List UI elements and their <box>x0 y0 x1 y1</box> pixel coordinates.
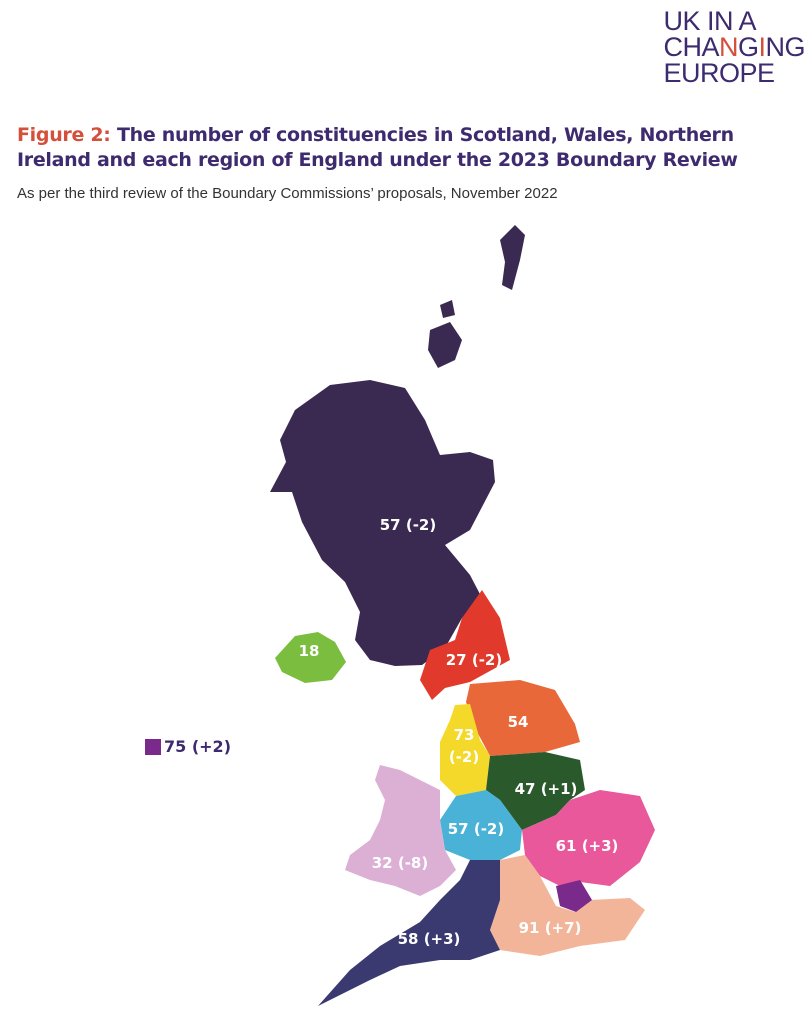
label-east-midlands: 47 (+1) <box>515 780 578 798</box>
region-shape <box>556 880 592 912</box>
logo-line-2: CHANGING <box>663 32 806 62</box>
label-wales: 32 (-8) <box>372 854 428 872</box>
region-shape <box>345 765 456 896</box>
london-legend-label: 75 (+2) <box>164 737 231 756</box>
label-north-east: 27 (-2) <box>446 651 502 669</box>
logo-text: N <box>718 32 739 62</box>
region-east-midlands <box>486 752 585 830</box>
region-london <box>556 880 592 912</box>
region-shape <box>420 590 510 700</box>
region-north-west <box>440 704 490 796</box>
logo-text: CHA <box>663 32 719 62</box>
label-north-west: 73 <box>454 726 475 744</box>
region-shape <box>522 790 655 886</box>
region-shape <box>270 380 495 666</box>
logo-text: NG <box>765 32 806 62</box>
label-east-of-england: 61 (+3) <box>556 837 619 855</box>
logo-line-1: UK IN A <box>663 6 756 36</box>
region-shape <box>318 860 500 1006</box>
label-scotland: 57 (-2) <box>380 516 436 534</box>
region-scotland <box>270 225 525 666</box>
label-yorkshire: 54 <box>508 713 529 731</box>
figure-subtitle: As per the third review of the Boundary … <box>17 185 558 202</box>
region-west-midlands <box>440 790 522 860</box>
london-legend: 75 (+2) <box>145 737 231 756</box>
region-shape <box>440 704 490 796</box>
region-shape <box>466 680 580 756</box>
region-shape <box>500 225 525 290</box>
region-shape <box>440 790 522 860</box>
logo-text: I <box>758 32 766 62</box>
figure-label: Figure 2: <box>17 124 111 146</box>
region-east-of-england <box>522 790 655 886</box>
label-south-east: 91 (+7) <box>519 919 582 937</box>
region-wales <box>345 765 456 896</box>
region-northern-ireland <box>275 632 346 683</box>
region-shape <box>490 855 645 956</box>
logo-line-3: EUROPE <box>663 58 775 88</box>
figure-title-text: The number of constituencies in Scotland… <box>17 124 738 171</box>
label-south-west: 58 (+3) <box>398 930 461 948</box>
label-north-west-change: (-2) <box>449 748 479 766</box>
logo-text: G <box>737 32 759 62</box>
logo: UK IN A CHANGING EUROPE <box>663 6 806 88</box>
region-shape <box>275 632 346 683</box>
figure-title: Figure 2: The number of constituencies i… <box>17 123 797 173</box>
region-south-west <box>318 860 500 1006</box>
region-shape <box>428 300 462 368</box>
label-west-midlands: 57 (-2) <box>448 820 504 838</box>
london-swatch <box>145 738 161 755</box>
region-yorkshire <box>466 680 580 756</box>
region-north-east <box>420 590 510 700</box>
region-shape <box>486 752 585 830</box>
label-northern-ireland: 18 <box>299 642 320 660</box>
region-south-east <box>490 855 645 956</box>
